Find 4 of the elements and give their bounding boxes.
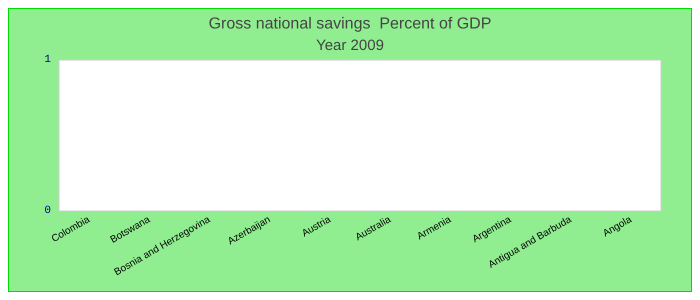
y-tick-label: 0: [44, 205, 51, 217]
chart-title: Gross national savings Percent of GDP: [208, 16, 492, 32]
y-tick-label: 1: [44, 54, 52, 66]
chart-subtitle: Year 2009: [316, 37, 384, 54]
